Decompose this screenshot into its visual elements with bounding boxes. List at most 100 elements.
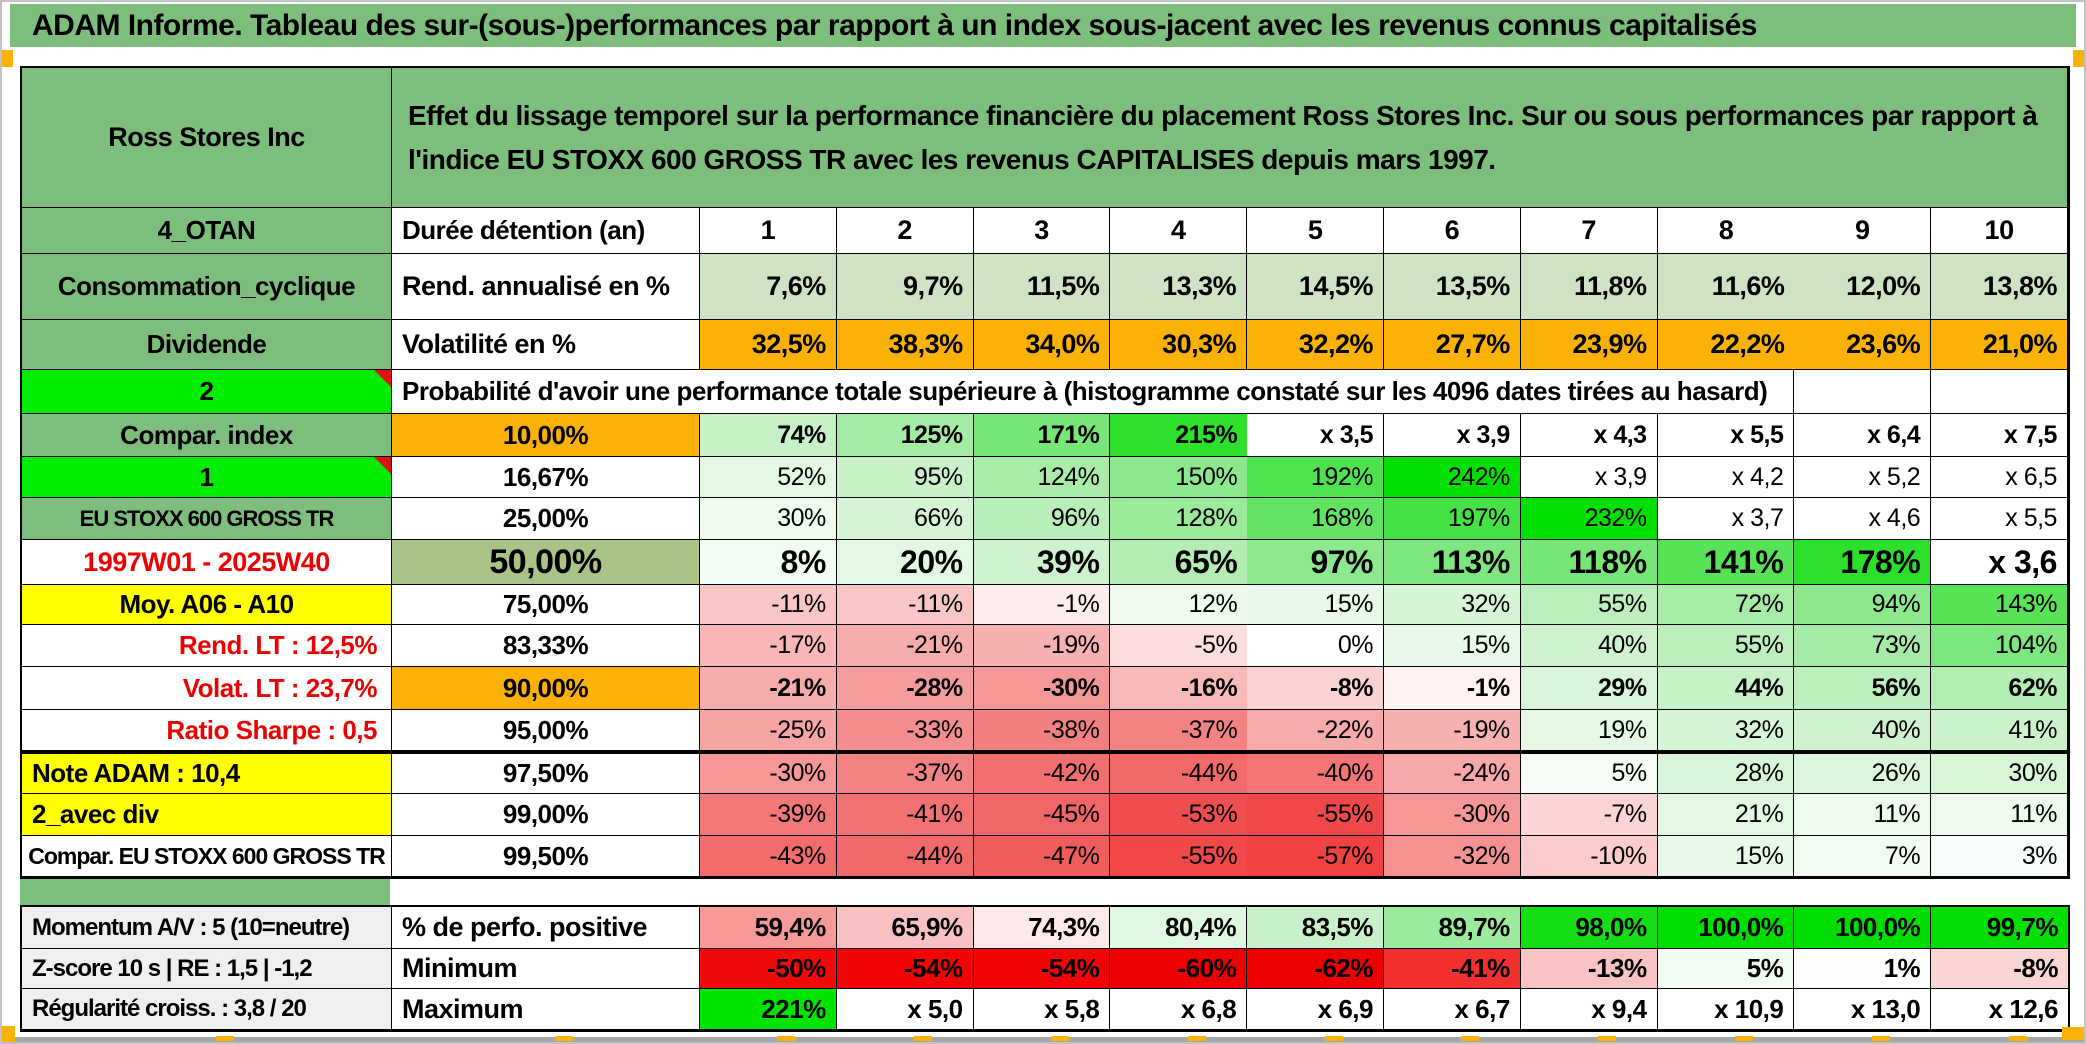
- percentile-cell[interactable]: 99,00%: [392, 794, 700, 836]
- value-cell[interactable]: 97%: [1247, 540, 1384, 585]
- value-cell[interactable]: 168%: [1247, 498, 1384, 540]
- value-cell[interactable]: -22%: [1247, 710, 1384, 751]
- value-cell[interactable]: 15%: [1383, 625, 1521, 667]
- value-cell[interactable]: -24%: [1383, 751, 1521, 794]
- value-cell[interactable]: 73%: [1794, 625, 1932, 667]
- value-cell[interactable]: 14,5%: [1247, 254, 1384, 320]
- percentile-cell[interactable]: 97,50%: [392, 751, 700, 794]
- year-header[interactable]: 4: [1110, 208, 1248, 254]
- value-cell[interactable]: -40%: [1247, 751, 1384, 794]
- value-cell[interactable]: x 9,4: [1520, 989, 1658, 1030]
- row-label[interactable]: Consommation_cyclique: [22, 254, 392, 320]
- row-label[interactable]: Moy. A06 - A10: [22, 585, 392, 625]
- value-cell[interactable]: -13%: [1520, 949, 1658, 989]
- value-cell[interactable]: -45%: [973, 794, 1111, 836]
- value-cell[interactable]: 39%: [973, 540, 1111, 585]
- row-label[interactable]: EU STOXX 600 GROSS TR: [22, 498, 392, 540]
- percentile-cell[interactable]: 90,00%: [392, 667, 700, 710]
- percentile-cell[interactable]: 95,00%: [392, 710, 700, 751]
- value-cell[interactable]: 13,5%: [1383, 254, 1521, 320]
- value-cell[interactable]: 80,4%: [1110, 907, 1248, 949]
- value-cell[interactable]: 125%: [836, 414, 974, 457]
- value-cell[interactable]: -39%: [700, 794, 837, 836]
- value-cell[interactable]: 32%: [1383, 585, 1521, 625]
- value-cell[interactable]: -11%: [700, 585, 837, 625]
- year-header[interactable]: 1: [700, 208, 837, 254]
- value-cell[interactable]: x 5,0: [836, 989, 974, 1030]
- value-cell[interactable]: x 3,7: [1657, 498, 1795, 540]
- value-cell[interactable]: 21%: [1657, 794, 1795, 836]
- value-cell[interactable]: 21,0%: [1931, 320, 2068, 370]
- value-cell[interactable]: -8%: [1931, 949, 2068, 989]
- value-cell[interactable]: x 13,0: [1794, 989, 1932, 1030]
- value-cell[interactable]: -21%: [836, 625, 974, 667]
- value-cell[interactable]: 52%: [700, 457, 837, 498]
- value-cell[interactable]: x 6,8: [1110, 989, 1248, 1030]
- value-cell[interactable]: 11%: [1931, 794, 2068, 836]
- value-cell[interactable]: 65%: [1110, 540, 1248, 585]
- value-cell[interactable]: -62%: [1247, 949, 1384, 989]
- value-cell[interactable]: x 5,5: [1657, 414, 1795, 457]
- probability-note[interactable]: Probabilité d'avoir une performance tota…: [392, 370, 1795, 414]
- value-cell[interactable]: x 10,9: [1657, 989, 1795, 1030]
- value-cell[interactable]: 44%: [1657, 667, 1795, 710]
- value-cell[interactable]: 26%: [1794, 751, 1932, 794]
- value-cell[interactable]: -54%: [973, 949, 1111, 989]
- value-cell[interactable]: x 4,6: [1794, 498, 1932, 540]
- value-cell[interactable]: x 6,5: [1931, 457, 2068, 498]
- value-cell[interactable]: 11,5%: [973, 254, 1111, 320]
- value-cell[interactable]: -10%: [1520, 836, 1658, 877]
- value-cell[interactable]: -41%: [836, 794, 974, 836]
- value-cell[interactable]: -33%: [836, 710, 974, 751]
- value-cell[interactable]: 20%: [836, 540, 974, 585]
- value-cell[interactable]: 32%: [1657, 710, 1795, 751]
- value-cell[interactable]: 99,7%: [1931, 907, 2068, 949]
- value-cell[interactable]: 40%: [1794, 710, 1932, 751]
- row-label[interactable]: Volat. LT : 23,7%: [22, 667, 392, 710]
- value-cell[interactable]: 83,5%: [1247, 907, 1384, 949]
- value-cell[interactable]: -21%: [700, 667, 837, 710]
- value-cell[interactable]: -57%: [1247, 836, 1384, 877]
- value-cell[interactable]: -19%: [973, 625, 1111, 667]
- value-cell[interactable]: -42%: [973, 751, 1111, 794]
- value-cell[interactable]: 66%: [836, 498, 974, 540]
- row-label[interactable]: 2_avec div: [22, 794, 392, 836]
- value-cell[interactable]: 13,8%: [1931, 254, 2068, 320]
- value-cell[interactable]: -19%: [1383, 710, 1521, 751]
- value-cell[interactable]: -28%: [836, 667, 974, 710]
- value-cell[interactable]: 9,7%: [836, 254, 974, 320]
- percentile-cell[interactable]: 16,67%: [392, 457, 700, 498]
- value-cell[interactable]: x 3,9: [1520, 457, 1658, 498]
- value-cell[interactable]: -41%: [1383, 949, 1521, 989]
- value-cell[interactable]: 94%: [1794, 585, 1932, 625]
- row-label[interactable]: 1: [22, 457, 392, 498]
- value-cell[interactable]: -47%: [973, 836, 1111, 877]
- value-cell[interactable]: -17%: [700, 625, 837, 667]
- value-cell[interactable]: 113%: [1383, 540, 1521, 585]
- value-cell[interactable]: 192%: [1247, 457, 1384, 498]
- value-cell[interactable]: 3%: [1931, 836, 2068, 877]
- entity-cell[interactable]: Ross Stores Inc: [22, 68, 392, 208]
- value-cell[interactable]: x 7,5: [1931, 414, 2068, 457]
- value-cell[interactable]: x 6,9: [1247, 989, 1384, 1030]
- row-label[interactable]: Rend. LT : 12,5%: [22, 625, 392, 667]
- value-cell[interactable]: 178%: [1794, 540, 1932, 585]
- value-cell[interactable]: 118%: [1520, 540, 1658, 585]
- value-cell[interactable]: 12,0%: [1794, 254, 1932, 320]
- value-cell[interactable]: 29%: [1520, 667, 1658, 710]
- value-cell[interactable]: 242%: [1383, 457, 1521, 498]
- metric-label[interactable]: Minimum: [392, 949, 700, 989]
- value-cell[interactable]: 11%: [1794, 794, 1932, 836]
- year-header[interactable]: 6: [1383, 208, 1521, 254]
- value-cell[interactable]: 59,4%: [700, 907, 837, 949]
- value-cell[interactable]: 128%: [1110, 498, 1248, 540]
- value-cell[interactable]: 8%: [700, 540, 837, 585]
- value-cell[interactable]: 41%: [1931, 710, 2068, 751]
- value-cell[interactable]: -50%: [700, 949, 837, 989]
- row-label[interactable]: 4_OTAN: [22, 208, 392, 254]
- value-cell[interactable]: 12%: [1110, 585, 1248, 625]
- value-cell[interactable]: x 12,6: [1931, 989, 2068, 1030]
- value-cell[interactable]: 55%: [1657, 625, 1795, 667]
- row-label[interactable]: 1997W01 - 2025W40: [22, 540, 392, 585]
- value-cell[interactable]: 7%: [1794, 836, 1932, 877]
